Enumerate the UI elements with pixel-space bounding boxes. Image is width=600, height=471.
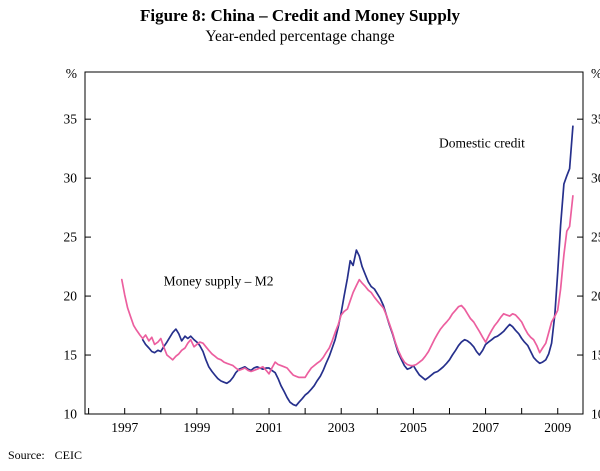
series-line-1	[120, 194, 574, 379]
series-label-1: Money supply – M2	[164, 273, 274, 288]
y-tick-label-left: 10	[64, 407, 78, 422]
x-tick-label: 2003	[328, 420, 355, 435]
x-tick-label: 2007	[472, 420, 499, 435]
series-label-0: Domestic credit	[439, 135, 525, 150]
y-tick-label-left: 20	[64, 289, 78, 304]
x-tick-label: 2005	[400, 420, 427, 435]
x-tick-label: 1997	[111, 420, 138, 435]
y-tick-label-right: 10	[591, 407, 600, 422]
y-tick-label-left: 25	[64, 230, 78, 245]
source-value: CEIC	[54, 448, 82, 462]
y-axis-unit-left: %	[66, 66, 77, 81]
x-tick-label: 1999	[183, 420, 210, 435]
y-tick-label-left: 15	[64, 348, 78, 363]
x-tick-label: 2009	[544, 420, 571, 435]
chart-title: Figure 8: China – Credit and Money Suppl…	[139, 6, 461, 25]
y-tick-label-right: 15	[591, 348, 600, 363]
y-tick-label-left: 35	[64, 112, 78, 127]
y-tick-label-right: 35	[591, 112, 600, 127]
x-tick-label: 2001	[256, 420, 283, 435]
y-tick-label-left: 30	[64, 171, 78, 186]
plot-box	[84, 71, 584, 415]
y-axis-unit-right: %	[591, 66, 600, 81]
y-tick-label-right: 25	[591, 230, 600, 245]
source-note: Source: CEIC	[8, 448, 82, 463]
chart-subtitle: Year-ended percentage change	[205, 28, 395, 45]
source-label: Source:	[8, 448, 45, 462]
series-line-0	[141, 125, 574, 407]
y-tick-label-right: 30	[591, 171, 600, 186]
y-tick-label-right: 20	[591, 289, 600, 304]
